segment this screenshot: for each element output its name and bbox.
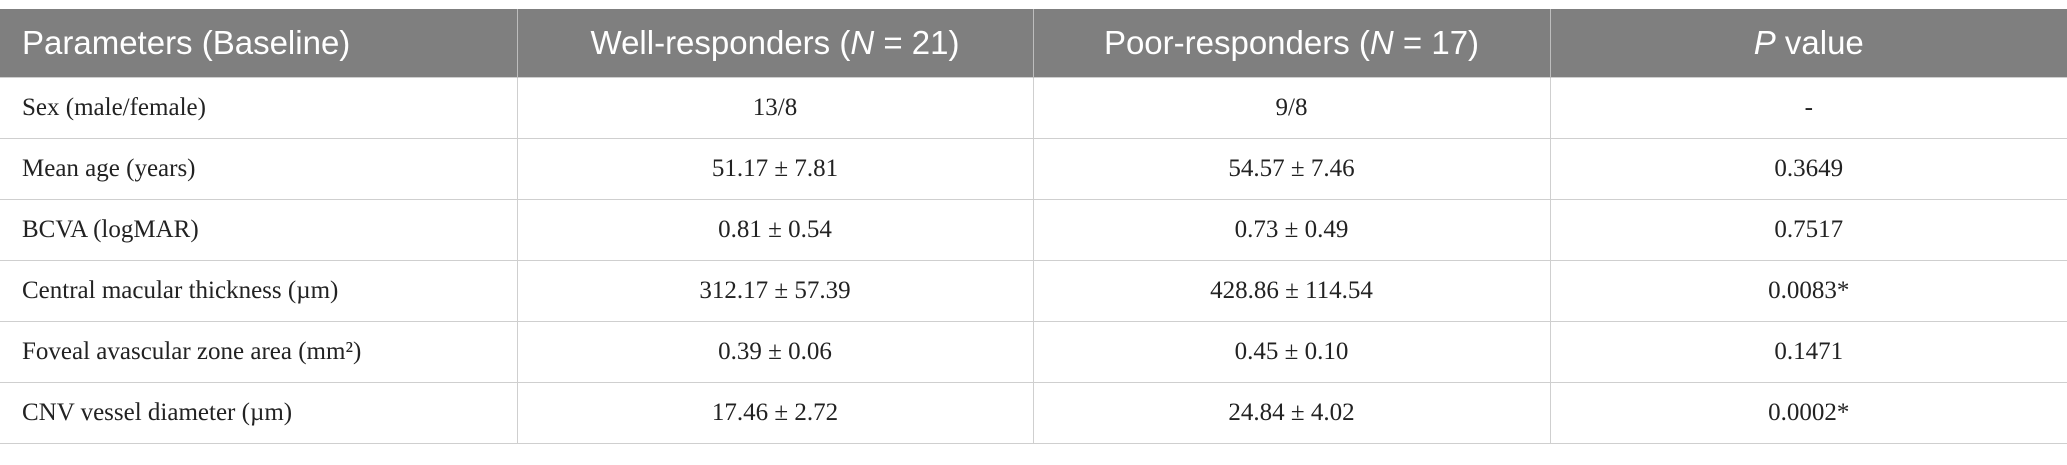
table-cell: BCVA (logMAR) (0, 199, 518, 261)
header-cell: P value (1549, 9, 2067, 78)
table-cell: 0.81 ± 0.54 (516, 199, 1034, 261)
table-row: Central macular thickness (µm) 312.17 ± 5… (0, 260, 2067, 322)
header-cell: Well-responders (N = 21) (516, 9, 1033, 78)
table-cell: 51.17 ± 7.81 (516, 138, 1034, 200)
header-row: Parameters (Baseline) Well-responders (N … (0, 9, 2067, 78)
table-cell: Foveal avascular zone area (mm²) (0, 321, 518, 383)
table-cell: - (1549, 77, 2067, 139)
table-cell: CNV vessel diameter (µm) (0, 382, 518, 444)
table-row: Sex (male/female) 13/8 9/8- (0, 77, 2067, 139)
header-text: = 21) (874, 24, 960, 61)
table-cell: 13/8 (516, 77, 1034, 139)
table-cell: 312.17 ± 57.39 (516, 260, 1034, 322)
header-text: Well-responders ( (590, 24, 851, 61)
header-text: P (1753, 24, 1776, 61)
header-cell: Poor-responders (N = 17) (1032, 9, 1550, 78)
table-cell: 0.45 ± 0.10 (1032, 321, 1551, 383)
table-row: CNV vessel diameter (µm) 17.46 ± 2.72 24.8… (0, 382, 2067, 444)
table-cell: 0.0083* (1549, 260, 2067, 322)
table-row: Foveal avascular zone area (mm²) 0.39 ± 0… (0, 321, 2067, 383)
header-text: Poor-responders ( (1103, 24, 1370, 61)
table-cell: Mean age (years) (0, 138, 518, 200)
table-cell: 0.7517 (1549, 199, 2067, 261)
data-table: Parameters (Baseline) Well-responders (N … (0, 9, 2067, 444)
header-text: value (1775, 24, 1864, 61)
table-cell: 0.73 ± 0.49 (1032, 199, 1551, 261)
table-cell: 0.0002* (1549, 382, 2067, 444)
table-row: Mean age (years) 51.17 ± 7.81 54.57 ± 7.46… (0, 138, 2067, 200)
table-cell: 0.39 ± 0.06 (516, 321, 1034, 383)
header-text: = 17) (1393, 24, 1480, 61)
header-text: N (1369, 24, 1394, 61)
table-cell: 0.3649 (1549, 138, 2067, 200)
table-cell: Central macular thickness (µm) (0, 260, 518, 322)
table-row: BCVA (logMAR) 0.81 ± 0.54 0.73 ± 0.49 0.751… (0, 199, 2067, 261)
header-text: N (850, 24, 875, 61)
table-cell: 9/8 (1032, 77, 1551, 139)
table-cell: 428.86 ± 114.54 (1032, 260, 1551, 322)
table-cell: 0.1471 (1549, 321, 2067, 383)
header-cell: Parameters (Baseline) (0, 9, 517, 78)
table-body: Sex (male/female) 13/8 9/8- Mean age (years… (0, 77, 2067, 444)
table-cell: 24.84 ± 4.02 (1032, 382, 1551, 444)
header-text: Parameters (Baseline) (22, 24, 351, 61)
table-cell: Sex (male/female) (0, 77, 518, 139)
table-cell: 54.57 ± 7.46 (1032, 138, 1551, 200)
table-cell: 17.46 ± 2.72 (516, 382, 1034, 444)
